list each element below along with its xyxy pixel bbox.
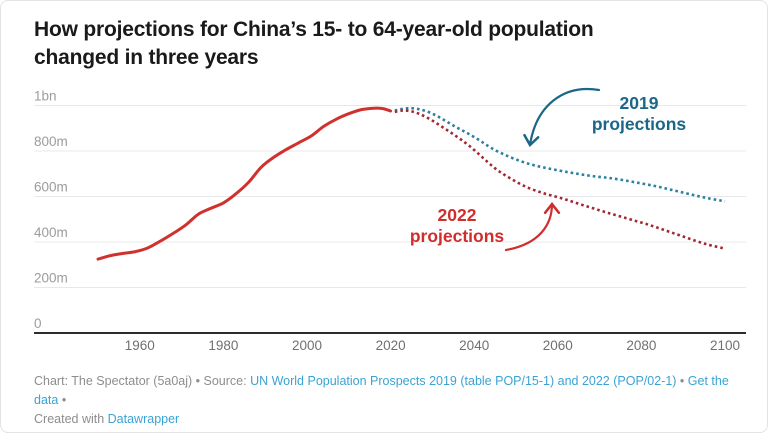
annotation-arrow-arrow2022: [504, 201, 561, 252]
footer-link-7[interactable]: Datawrapper: [107, 412, 180, 426]
annotation-arrow-arrow2019: [523, 87, 601, 148]
x-axis-label-1980: 1980: [208, 338, 238, 353]
x-axis-label-2100: 2100: [710, 338, 740, 353]
annotation-2022-word: projections: [409, 226, 505, 246]
footer-link-3[interactable]: Get the data: [34, 374, 729, 407]
footer-link-1[interactable]: UN World Population Prospects 2019 (tabl…: [250, 374, 677, 388]
footer-text-4: •: [58, 393, 67, 407]
y-axis-label-200m: 200m: [34, 271, 68, 286]
chart-footer: Chart: The Spectator (5a0aj) • Source: U…: [34, 372, 748, 429]
annotation-2022-year: 2022: [437, 205, 477, 225]
x-axis-label-2000: 2000: [292, 338, 322, 353]
series-line-historical: [96, 106, 393, 261]
x-axis-label-2040: 2040: [459, 338, 489, 353]
y-axis-label-1bn: 1bn: [34, 89, 57, 104]
chart-title-line1: How projections for China’s 15- to 64-ye…: [34, 18, 594, 41]
y-axis-label-600m: 600m: [34, 180, 68, 195]
y-axis-label-800m: 800m: [34, 134, 68, 149]
y-axis-label-400m: 400m: [34, 225, 68, 240]
chart-title-line2: changed in three years: [34, 46, 259, 69]
annotation-2019-word: projections: [591, 114, 687, 134]
annotation-2022-projections: 2022 projections: [395, 205, 519, 247]
annotation-2019-projections: 2019 projections: [577, 93, 701, 135]
series-line-2022-projections: [394, 109, 726, 250]
series-line-2019-projections: [394, 106, 726, 203]
footer-text-0: Chart: The Spectator (5a0aj) • Source:: [34, 374, 251, 388]
footer-text-6: Created with: [34, 412, 108, 426]
chart-title: How projections for China’s 15- to 64-ye…: [34, 16, 734, 72]
y-axis-label-0: 0: [34, 316, 42, 331]
x-axis-label-2060: 2060: [543, 338, 573, 353]
x-axis-label-1960: 1960: [125, 338, 155, 353]
annotation-2019-year: 2019: [619, 93, 659, 113]
footer-text-2: •: [676, 374, 688, 388]
x-axis-label-2020: 2020: [376, 338, 406, 353]
x-axis-label-2080: 2080: [626, 338, 656, 353]
